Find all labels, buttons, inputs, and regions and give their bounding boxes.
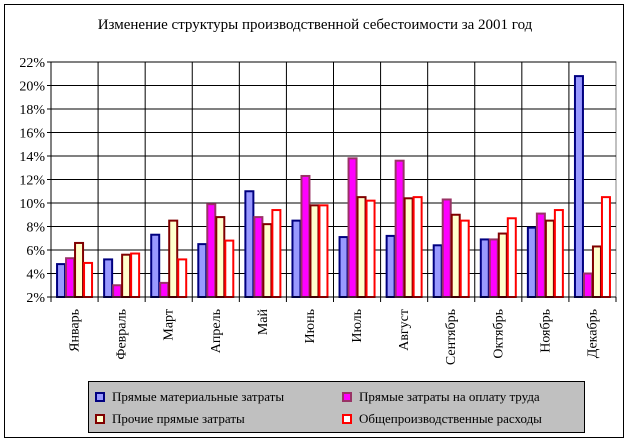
bar bbox=[582, 272, 593, 298]
bar bbox=[291, 219, 302, 298]
bar bbox=[497, 232, 508, 299]
bar bbox=[385, 234, 396, 298]
bar bbox=[526, 226, 537, 298]
bar bbox=[130, 252, 141, 298]
bar bbox=[103, 258, 114, 298]
bar bbox=[338, 236, 349, 298]
bar bbox=[56, 263, 67, 299]
bar bbox=[412, 196, 423, 298]
x-tick-label: Сентябрь bbox=[444, 309, 459, 365]
bar bbox=[432, 244, 443, 299]
bar bbox=[309, 204, 320, 299]
legend-swatch bbox=[342, 392, 352, 402]
bar bbox=[271, 209, 282, 298]
x-tick-label: Апрель bbox=[209, 309, 224, 353]
bar bbox=[441, 198, 452, 299]
x-tick-label: Декабрь bbox=[585, 309, 600, 358]
bar bbox=[535, 212, 546, 298]
legend-label: Прямые затраты на оплату труда bbox=[359, 389, 540, 404]
bar bbox=[215, 216, 226, 299]
bar bbox=[356, 196, 367, 298]
bar bbox=[450, 213, 461, 298]
bar bbox=[403, 197, 414, 298]
legend-label: Прочие прямые затраты bbox=[112, 411, 245, 426]
y-tick-label: 6% bbox=[26, 244, 45, 259]
legend-swatch bbox=[95, 392, 105, 402]
bar bbox=[83, 261, 94, 298]
bar bbox=[300, 174, 311, 299]
bar bbox=[65, 257, 76, 299]
bar bbox=[177, 258, 188, 298]
bar bbox=[479, 238, 490, 299]
y-tick-label: 14% bbox=[19, 150, 45, 165]
bar bbox=[159, 281, 170, 298]
y-tick-label: 18% bbox=[19, 103, 45, 118]
y-tick-label: 4% bbox=[26, 268, 45, 283]
bar bbox=[74, 241, 85, 298]
x-tick-label: Август bbox=[397, 309, 412, 351]
x-tick-label: Февраль bbox=[115, 309, 130, 360]
chart-title: Изменение структуры производственной себ… bbox=[97, 17, 533, 33]
chart-frame: Изменение структуры производственной себ… bbox=[4, 4, 624, 438]
bar bbox=[600, 196, 611, 298]
bar bbox=[506, 217, 517, 298]
bar bbox=[150, 233, 161, 299]
y-tick-label: 22% bbox=[19, 56, 45, 71]
legend-swatch bbox=[95, 414, 105, 424]
x-tick-label: Март bbox=[162, 309, 177, 341]
bar bbox=[591, 245, 602, 299]
bar bbox=[553, 209, 564, 298]
bar bbox=[459, 219, 470, 298]
x-tick-label: Ноябрь bbox=[538, 309, 553, 353]
y-tick-label: 8% bbox=[26, 221, 45, 236]
bar bbox=[347, 157, 358, 298]
bar bbox=[112, 284, 123, 298]
bar bbox=[206, 203, 217, 298]
x-tick-label: Октябрь bbox=[491, 309, 506, 359]
bar bbox=[244, 190, 255, 298]
x-tick-label: Май bbox=[256, 308, 271, 335]
legend-swatch bbox=[342, 414, 352, 424]
bar bbox=[168, 219, 179, 298]
bar bbox=[121, 253, 132, 298]
bar bbox=[253, 216, 264, 299]
chart-plot: 2% 4% 6% 8% 10% 12% 14% 16% 18% 20% 22% Январь Февра… bbox=[19, 56, 617, 365]
y-tick-label: 12% bbox=[19, 174, 45, 189]
bar bbox=[573, 75, 584, 298]
bar bbox=[318, 204, 329, 299]
bar bbox=[488, 238, 499, 299]
y-tick-label: 2% bbox=[26, 291, 45, 306]
bar bbox=[197, 243, 208, 298]
bar bbox=[262, 223, 273, 298]
chart-legend: Прямые материальные затраты Прямые затра… bbox=[88, 381, 585, 433]
bar bbox=[224, 239, 235, 299]
bar bbox=[544, 219, 555, 298]
bar bbox=[365, 199, 376, 298]
y-tick-label: 20% bbox=[19, 80, 45, 95]
x-tick-label: Июль bbox=[350, 309, 365, 343]
legend-label: Общепроизводственные расходы bbox=[359, 411, 542, 426]
legend-label: Прямые материальные затраты bbox=[112, 389, 285, 404]
x-tick-label: Январь bbox=[68, 309, 83, 352]
y-tick-label: 16% bbox=[19, 127, 45, 142]
y-tick-label: 10% bbox=[19, 197, 45, 212]
bar bbox=[394, 159, 405, 298]
x-tick-label: Июнь bbox=[303, 309, 318, 343]
